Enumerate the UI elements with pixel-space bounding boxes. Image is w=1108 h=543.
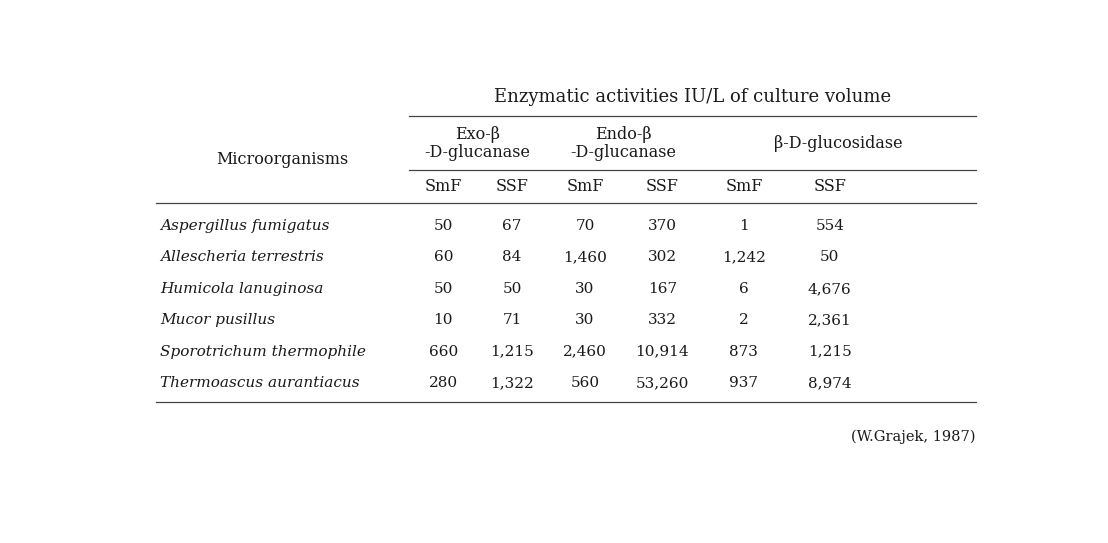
Text: 30: 30 xyxy=(575,313,595,327)
Text: 937: 937 xyxy=(729,376,758,390)
Text: -D-glucanase: -D-glucanase xyxy=(571,144,677,161)
Text: (W.Grajek, 1987): (W.Grajek, 1987) xyxy=(851,430,976,445)
Text: 71: 71 xyxy=(502,313,522,327)
Text: 1,322: 1,322 xyxy=(490,376,534,390)
Text: Thermoascus aurantiacus: Thermoascus aurantiacus xyxy=(160,376,360,390)
Text: Allescheria terrestris: Allescheria terrestris xyxy=(160,250,324,264)
Text: Aspergillus fumigatus: Aspergillus fumigatus xyxy=(160,219,329,233)
Text: SSF: SSF xyxy=(813,178,847,195)
Text: 2,361: 2,361 xyxy=(808,313,852,327)
Text: 370: 370 xyxy=(648,219,677,233)
Text: 8,974: 8,974 xyxy=(808,376,852,390)
Text: Microorganisms: Microorganisms xyxy=(216,151,348,168)
Text: 1,215: 1,215 xyxy=(490,345,534,358)
Text: -D-glucanase: -D-glucanase xyxy=(424,144,531,161)
Text: SmF: SmF xyxy=(726,178,762,195)
Text: 1,242: 1,242 xyxy=(722,250,766,264)
Text: 84: 84 xyxy=(502,250,522,264)
Text: 50: 50 xyxy=(433,219,453,233)
Text: 10,914: 10,914 xyxy=(636,345,689,358)
Text: 6: 6 xyxy=(739,282,749,296)
Text: 554: 554 xyxy=(815,219,844,233)
Text: 560: 560 xyxy=(571,376,599,390)
Text: 67: 67 xyxy=(502,219,522,233)
Text: 1: 1 xyxy=(739,219,749,233)
Text: SmF: SmF xyxy=(424,178,462,195)
Text: Mucor pusillus: Mucor pusillus xyxy=(160,313,275,327)
Text: Endo-β: Endo-β xyxy=(595,125,652,143)
Text: 302: 302 xyxy=(648,250,677,264)
Text: Enzymatic activities IU/L of culture volume: Enzymatic activities IU/L of culture vol… xyxy=(494,87,891,105)
Text: 10: 10 xyxy=(433,313,453,327)
Text: 2,460: 2,460 xyxy=(563,345,607,358)
Text: 660: 660 xyxy=(429,345,458,358)
Text: β-D-glucosidase: β-D-glucosidase xyxy=(774,135,903,152)
Text: 4,676: 4,676 xyxy=(808,282,852,296)
Text: 50: 50 xyxy=(820,250,840,264)
Text: 30: 30 xyxy=(575,282,595,296)
Text: 1,460: 1,460 xyxy=(563,250,607,264)
Text: 1,215: 1,215 xyxy=(808,345,852,358)
Text: 2: 2 xyxy=(739,313,749,327)
Text: 332: 332 xyxy=(648,313,677,327)
Text: 167: 167 xyxy=(648,282,677,296)
Text: Humicola lanuginosa: Humicola lanuginosa xyxy=(160,282,324,296)
Text: SSF: SSF xyxy=(646,178,679,195)
Text: 280: 280 xyxy=(429,376,458,390)
Text: 70: 70 xyxy=(575,219,595,233)
Text: 50: 50 xyxy=(502,282,522,296)
Text: SmF: SmF xyxy=(566,178,604,195)
Text: 60: 60 xyxy=(433,250,453,264)
Text: 53,260: 53,260 xyxy=(636,376,689,390)
Text: Sporotrichum thermophile: Sporotrichum thermophile xyxy=(160,345,366,358)
Text: Exo-β: Exo-β xyxy=(455,125,500,143)
Text: 873: 873 xyxy=(729,345,758,358)
Text: SSF: SSF xyxy=(495,178,529,195)
Text: 50: 50 xyxy=(433,282,453,296)
